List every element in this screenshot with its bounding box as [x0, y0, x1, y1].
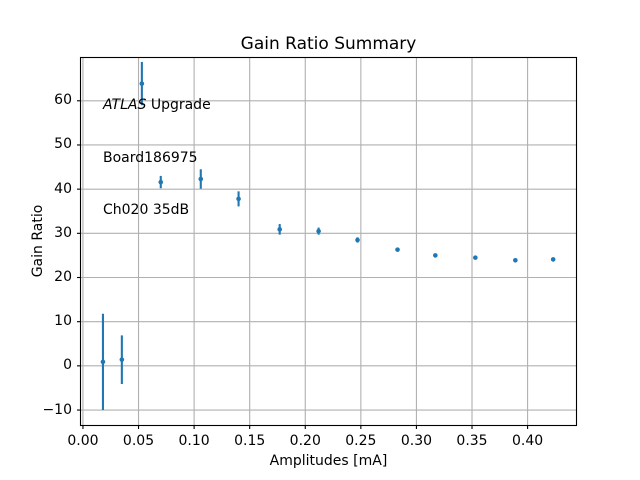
annotation-text: ATLAS Upgrade Board186975 Ch020 35dB	[103, 62, 211, 255]
y-axis-label: Gain Ratio	[30, 204, 46, 278]
data-point	[433, 253, 438, 258]
y-tick-label: −10	[42, 401, 72, 418]
x-tick-label: 0.30	[400, 433, 433, 449]
x-tick-label: 0.40	[511, 433, 544, 449]
y-tick-label: 60	[54, 92, 72, 109]
x-tick-label: 0.20	[289, 433, 321, 449]
x-tick-label: 0.15	[234, 433, 266, 449]
y-tick-label: 30	[54, 224, 72, 241]
data-point	[355, 237, 360, 243]
annotation-upgrade: Upgrade	[146, 97, 211, 113]
annotation-line-1: ATLAS Upgrade	[103, 97, 211, 115]
x-tick-label: 0.35	[456, 433, 488, 449]
x-tick-label: 0.05	[122, 433, 155, 449]
data-point	[198, 176, 204, 182]
data-point	[473, 255, 478, 260]
data-point	[100, 359, 106, 365]
annotation-line-2: Board186975	[103, 149, 198, 166]
data-point	[550, 257, 556, 262]
y-tick-label: 40	[54, 180, 72, 197]
data-point	[277, 227, 283, 232]
data-point	[119, 357, 125, 362]
data-point	[316, 228, 321, 234]
x-tick-label: 0.10	[178, 433, 210, 449]
data-point	[513, 257, 518, 263]
annotation-experiment: ATLAS	[103, 97, 147, 113]
x-axis-label: Amplitudes [mA]	[269, 453, 388, 469]
chart-title: Gain Ratio Summary	[240, 34, 417, 54]
x-tick-label: 0.25	[345, 433, 377, 449]
data-point	[158, 179, 164, 185]
y-tick-label: 0	[63, 357, 72, 374]
annotation-line-3: Ch020 35dB	[103, 202, 190, 218]
data-point	[139, 81, 145, 86]
y-tick-label: 50	[54, 136, 72, 153]
axes-spines	[79, 56, 578, 427]
data-point	[395, 247, 400, 252]
x-tick-label: 0.00	[67, 433, 99, 449]
data-point	[236, 196, 241, 202]
y-tick-label: 10	[54, 313, 72, 330]
y-tick-label: 20	[54, 269, 72, 285]
